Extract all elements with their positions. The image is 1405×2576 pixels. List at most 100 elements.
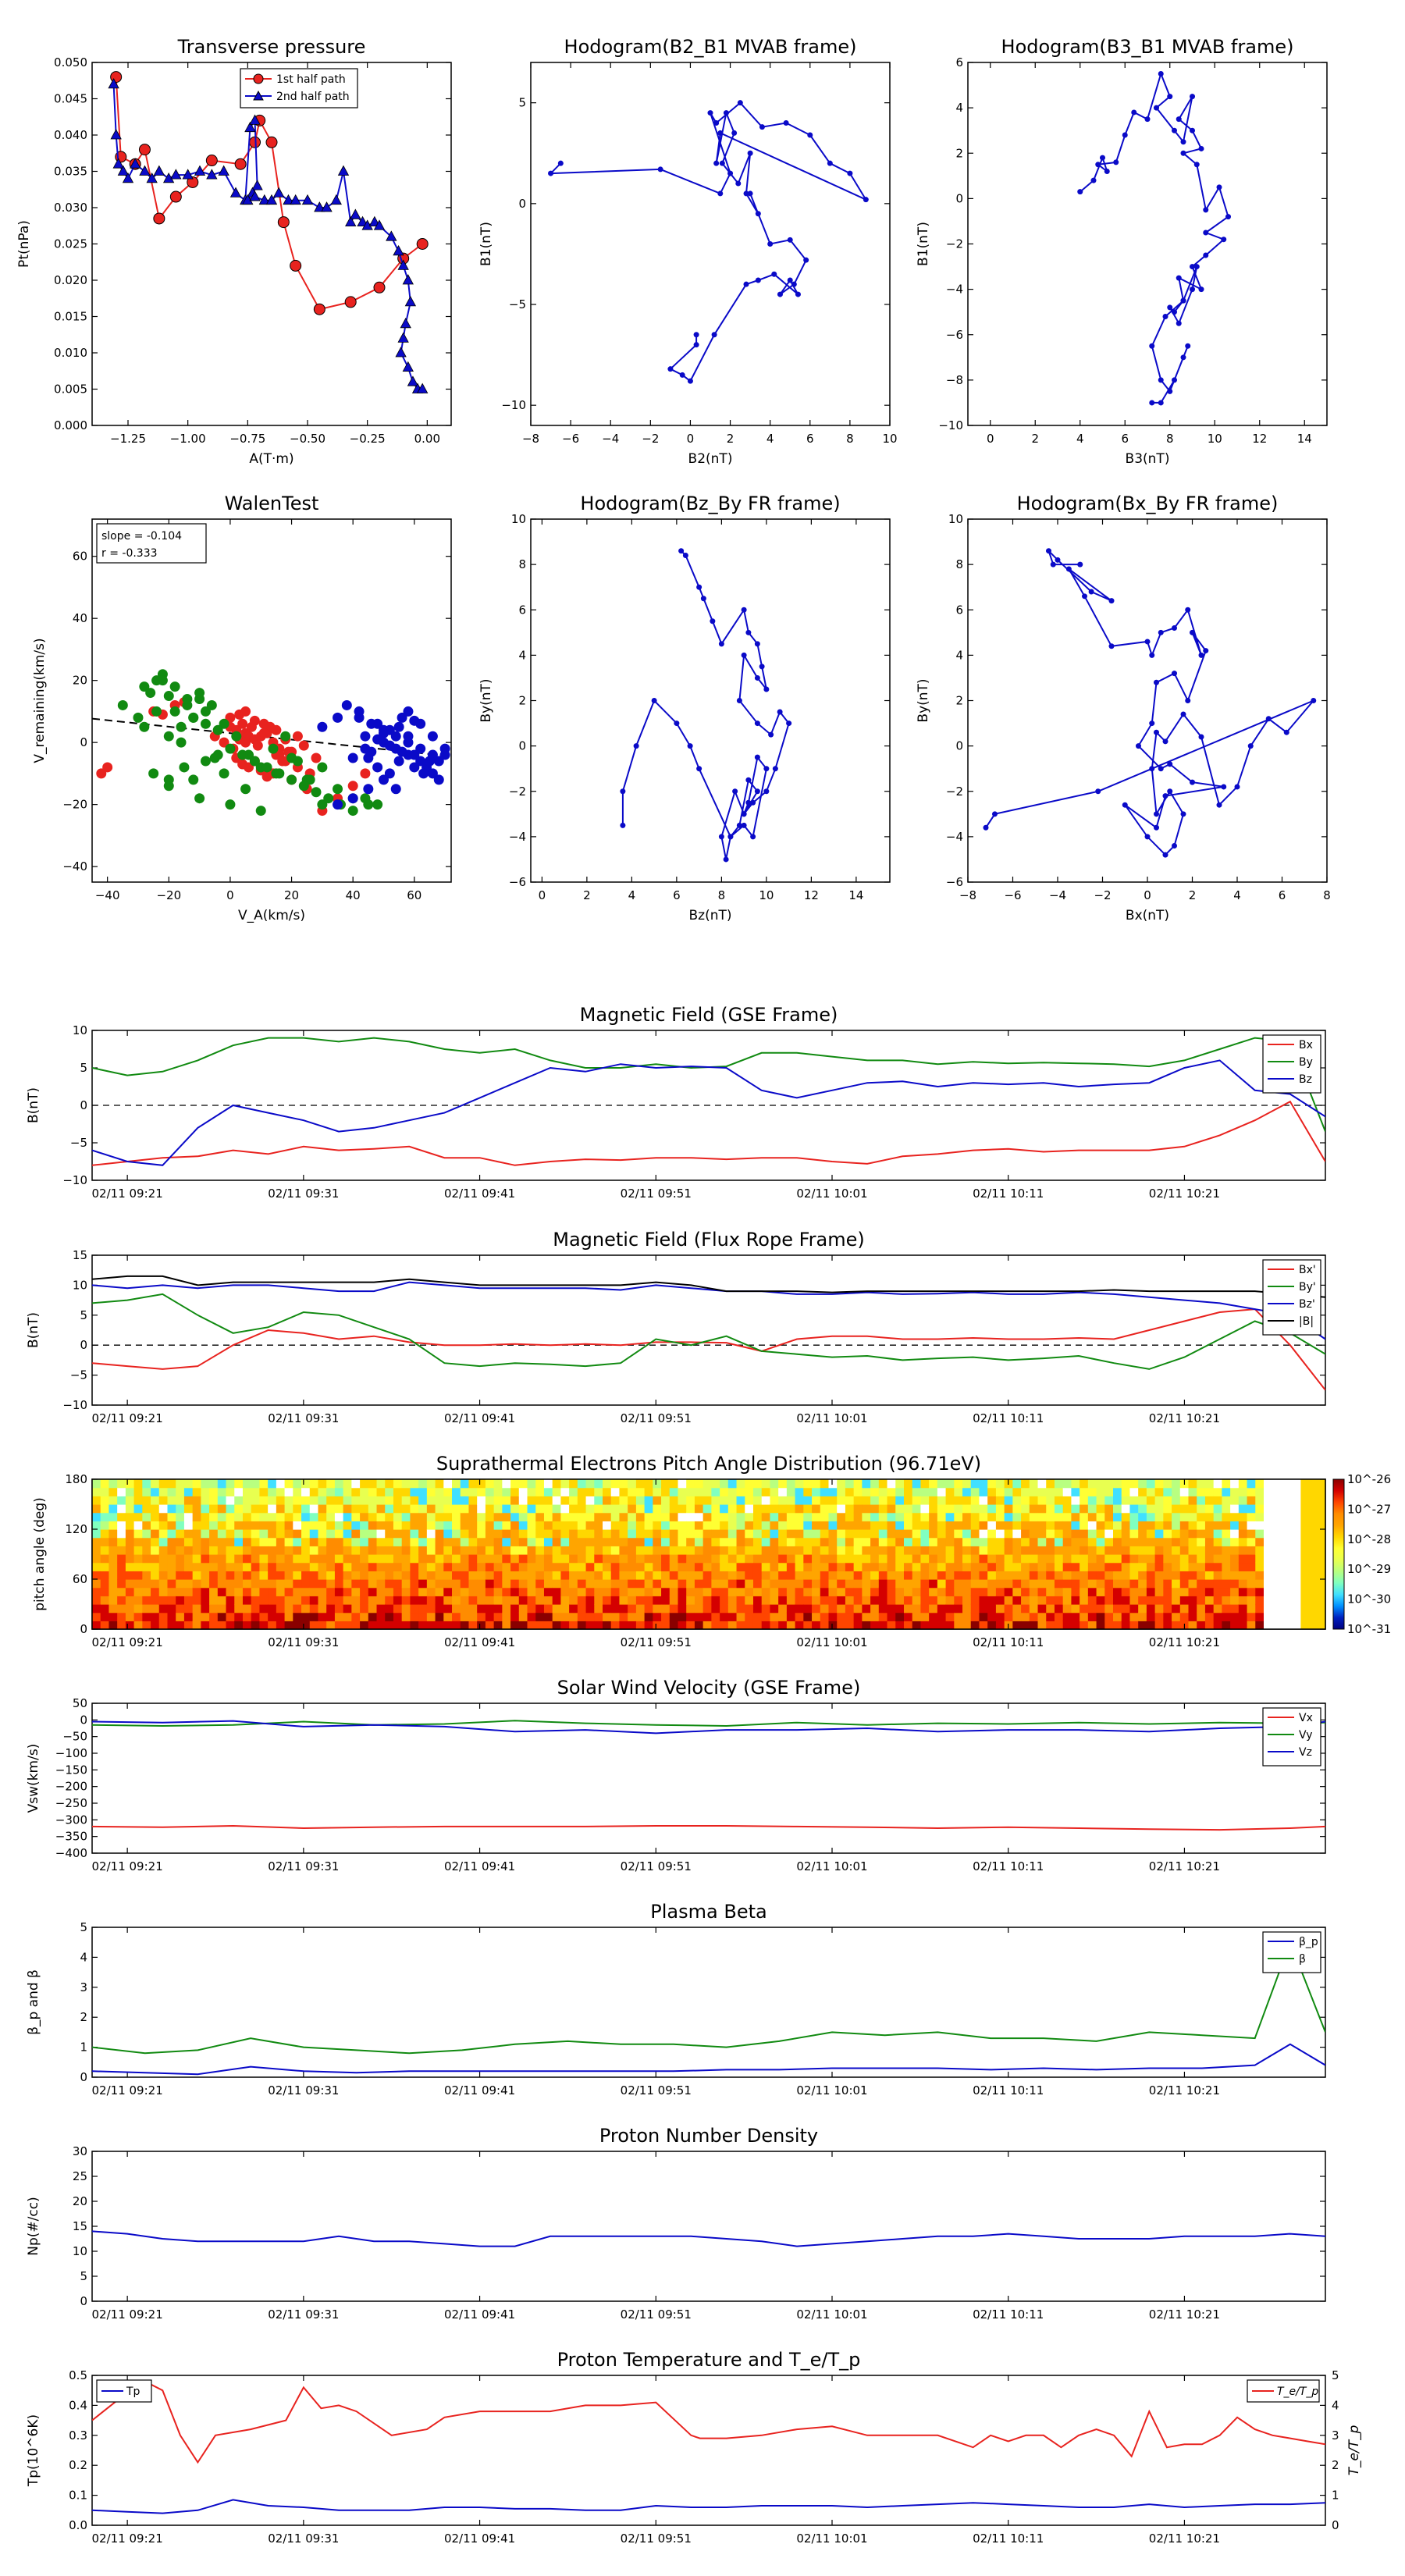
heatmap-cell [954, 1612, 963, 1621]
heatmap-cell [1087, 1612, 1097, 1621]
y-tick-label: 10 [948, 512, 963, 526]
heatmap-cell [226, 1496, 235, 1505]
data-point [754, 720, 760, 727]
heatmap-cell [577, 1621, 587, 1629]
data-point [696, 584, 702, 590]
heatmap-cell [1080, 1529, 1089, 1539]
heatmap-cell [720, 1546, 729, 1555]
heatmap-cell [720, 1562, 729, 1571]
heatmap-cell [268, 1521, 277, 1530]
heatmap-cell [452, 1571, 461, 1580]
data-point [397, 712, 407, 723]
heatmap-cell [309, 1604, 319, 1614]
heatmap-cell [752, 1479, 763, 1489]
heatmap-cell [1121, 1529, 1131, 1539]
heatmap-cell [158, 1487, 169, 1496]
heatmap-cell [720, 1604, 729, 1614]
heatmap-cell [987, 1504, 997, 1514]
heatmap-cell [326, 1521, 336, 1530]
y-tick-label: 30 [73, 2144, 87, 2158]
heatmap-cell [192, 1621, 201, 1629]
data-point [240, 706, 251, 717]
heatmap-cell [477, 1512, 486, 1521]
data-point [1158, 629, 1164, 635]
heatmap-cell [510, 1512, 520, 1521]
heatmap-cell [1204, 1571, 1215, 1580]
heatmap-cell [1096, 1496, 1105, 1505]
heatmap-cell [862, 1562, 871, 1571]
data-point [283, 194, 294, 205]
data-point [719, 160, 725, 166]
heatmap-cell [117, 1537, 126, 1546]
heatmap-cell [1188, 1612, 1197, 1621]
heatmap-cell [376, 1587, 386, 1596]
heatmap-cell [1154, 1612, 1164, 1621]
heatmap-cell [318, 1537, 327, 1546]
heatmap-cell [108, 1621, 118, 1629]
time-tick-label: 02/11 09:21 [92, 2083, 163, 2097]
data-point [231, 731, 242, 742]
heatmap-cell [577, 1579, 587, 1589]
heatmap-cell [468, 1479, 478, 1489]
heatmap-cell [761, 1596, 771, 1605]
heatmap-cell [569, 1587, 578, 1596]
heatmap-cell [644, 1604, 653, 1614]
heatmap-cell [736, 1546, 745, 1555]
heatmap-cell [1021, 1496, 1030, 1505]
heatmap-cell [686, 1554, 695, 1564]
heatmap-cell [1230, 1546, 1240, 1555]
heatmap-cell [803, 1521, 813, 1530]
y-axis-label: Pt(nPa) [16, 220, 32, 268]
heatmap-cell [117, 1596, 126, 1605]
heatmap-cell [167, 1537, 176, 1546]
data-point [298, 781, 309, 792]
heatmap-cell [393, 1512, 403, 1521]
time-tick-label: 02/11 10:01 [796, 1411, 867, 1425]
heatmap-cell [251, 1496, 261, 1505]
heatmap-cell [870, 1612, 880, 1621]
heatmap-cell [502, 1587, 511, 1596]
data-point [400, 317, 411, 329]
heatmap-cell [862, 1546, 871, 1555]
heatmap-cell [527, 1587, 536, 1596]
heatmap-cell [603, 1504, 612, 1514]
heatmap-cell [468, 1612, 478, 1621]
time-tick-label: 02/11 09:51 [621, 1635, 692, 1649]
heatmap-cell [635, 1562, 646, 1571]
series-line [92, 1281, 1325, 1340]
heatmap-cell [226, 1612, 235, 1621]
heatmap-cell [610, 1504, 621, 1514]
heatmap-cell [167, 1596, 176, 1605]
heatmap-cell [1138, 1562, 1147, 1571]
heatmap-cell [351, 1596, 361, 1605]
heatmap-cell [903, 1621, 913, 1629]
heatmap-cell [736, 1596, 745, 1605]
y-tick-label: 2 [80, 2010, 87, 2024]
data-point [255, 806, 266, 817]
heatmap-cell [1188, 1521, 1197, 1530]
heatmap-cell [745, 1529, 754, 1539]
data-point [317, 762, 328, 773]
heatmap-cell [268, 1604, 277, 1614]
heatmap-cell [1154, 1521, 1164, 1530]
heatmap-cell [979, 1579, 988, 1589]
heatmap-cell [393, 1571, 403, 1580]
x-tick-label: 20 [284, 888, 299, 902]
data-point [1203, 648, 1209, 654]
data-point [205, 155, 218, 167]
y-tick-label: 15 [73, 1248, 87, 1262]
heatmap-cell [125, 1537, 135, 1546]
heatmap-cell [979, 1621, 988, 1629]
heatmap-cell [276, 1512, 286, 1521]
heatmap-cell [828, 1546, 838, 1555]
heatmap-cell [1238, 1562, 1248, 1571]
data-point [1095, 788, 1101, 795]
heatmap-cell [334, 1512, 344, 1521]
heatmap-cell [167, 1504, 176, 1514]
heatmap-cell [318, 1479, 327, 1489]
heatmap-cell [217, 1571, 227, 1580]
heatmap-cell [385, 1587, 394, 1596]
heatmap-cell [577, 1537, 587, 1546]
heatmap-cell [418, 1604, 428, 1614]
heatmap-cell [1163, 1529, 1172, 1539]
